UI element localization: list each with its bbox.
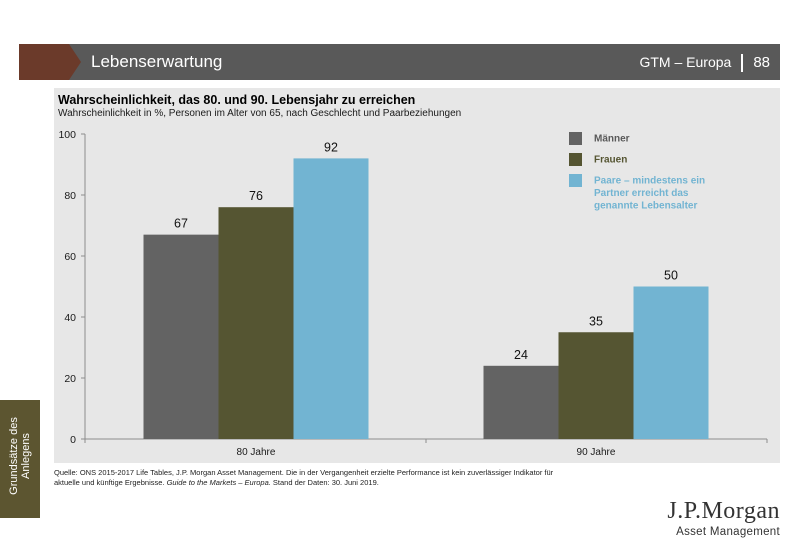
bar: [293, 158, 369, 439]
region-label: GTM – Europa: [639, 54, 732, 70]
legend-label: Frauen: [594, 155, 627, 166]
legend-swatch: [569, 132, 582, 145]
y-tick-label: 100: [58, 129, 76, 141]
x-category-label: 80 Jahre: [237, 447, 276, 458]
bar: [483, 365, 559, 439]
bar-value-label: 35: [589, 314, 603, 328]
source-line-2b: Stand der Daten: 30. Juni 2019.: [272, 478, 379, 487]
side-tab-label: Grundsätze des Anlegens: [8, 417, 32, 495]
bar: [558, 332, 634, 439]
bar-value-label: 76: [249, 189, 263, 203]
y-tick-label: 80: [64, 190, 76, 202]
jpmorgan-logo: J.P.Morgan: [667, 498, 780, 524]
bar: [633, 286, 709, 439]
legend-label: Paare – mindestens ein Partner erreicht d…: [594, 176, 705, 212]
bar-value-label: 92: [324, 140, 338, 154]
bar: [218, 207, 294, 439]
chart-title: Wahrscheinlichkeit, das 80. und 90. Lebe…: [58, 93, 416, 107]
section-side-tab[interactable]: Grundsätze des Anlegens: [0, 400, 40, 518]
legend-label-line: Paare – mindestens ein: [594, 176, 705, 187]
legend-swatch: [569, 153, 582, 166]
legend-label: Männer: [594, 134, 630, 145]
asset-management-logo-text: Asset Management: [676, 526, 780, 538]
header-chevron-icon: [19, 44, 81, 80]
header-meta: GTM – Europa 88: [639, 44, 770, 81]
y-tick-label: 60: [64, 251, 76, 263]
y-tick-label: 20: [64, 373, 76, 385]
header-separator: [741, 54, 744, 73]
y-tick-label: 40: [64, 312, 76, 324]
legend-label-line: Partner erreicht das: [594, 188, 689, 199]
bar-value-label: 24: [514, 348, 528, 362]
source-line-2a: aktuelle und künftige Ergebnisse.: [54, 478, 165, 487]
chart-subtitle: Wahrscheinlichkeit in %, Personen im Alt…: [58, 108, 462, 119]
page-number: 88: [753, 54, 770, 71]
legend-label-line: genannte Lebensalter: [594, 201, 697, 212]
header-bar: Lebenserwartung GTM – Europa 88: [19, 44, 780, 80]
bar: [143, 234, 219, 439]
source-line-1: Quelle: ONS 2015-2017 Life Tables, J.P. …: [54, 468, 554, 477]
y-tick-label: 0: [70, 434, 76, 446]
source-line-2-italic: Guide to the Markets – Europa.: [166, 478, 271, 487]
x-category-label: 90 Jahre: [577, 447, 616, 458]
legend-label-line: Männer: [594, 134, 630, 145]
bar-value-label: 50: [664, 269, 678, 283]
bar-value-label: 67: [174, 217, 188, 231]
legend-swatch: [569, 174, 582, 187]
page-title: Lebenserwartung: [91, 52, 223, 71]
source-note: Quelle: ONS 2015-2017 Life Tables, J.P. …: [54, 468, 634, 488]
legend-label-line: Frauen: [594, 155, 627, 166]
